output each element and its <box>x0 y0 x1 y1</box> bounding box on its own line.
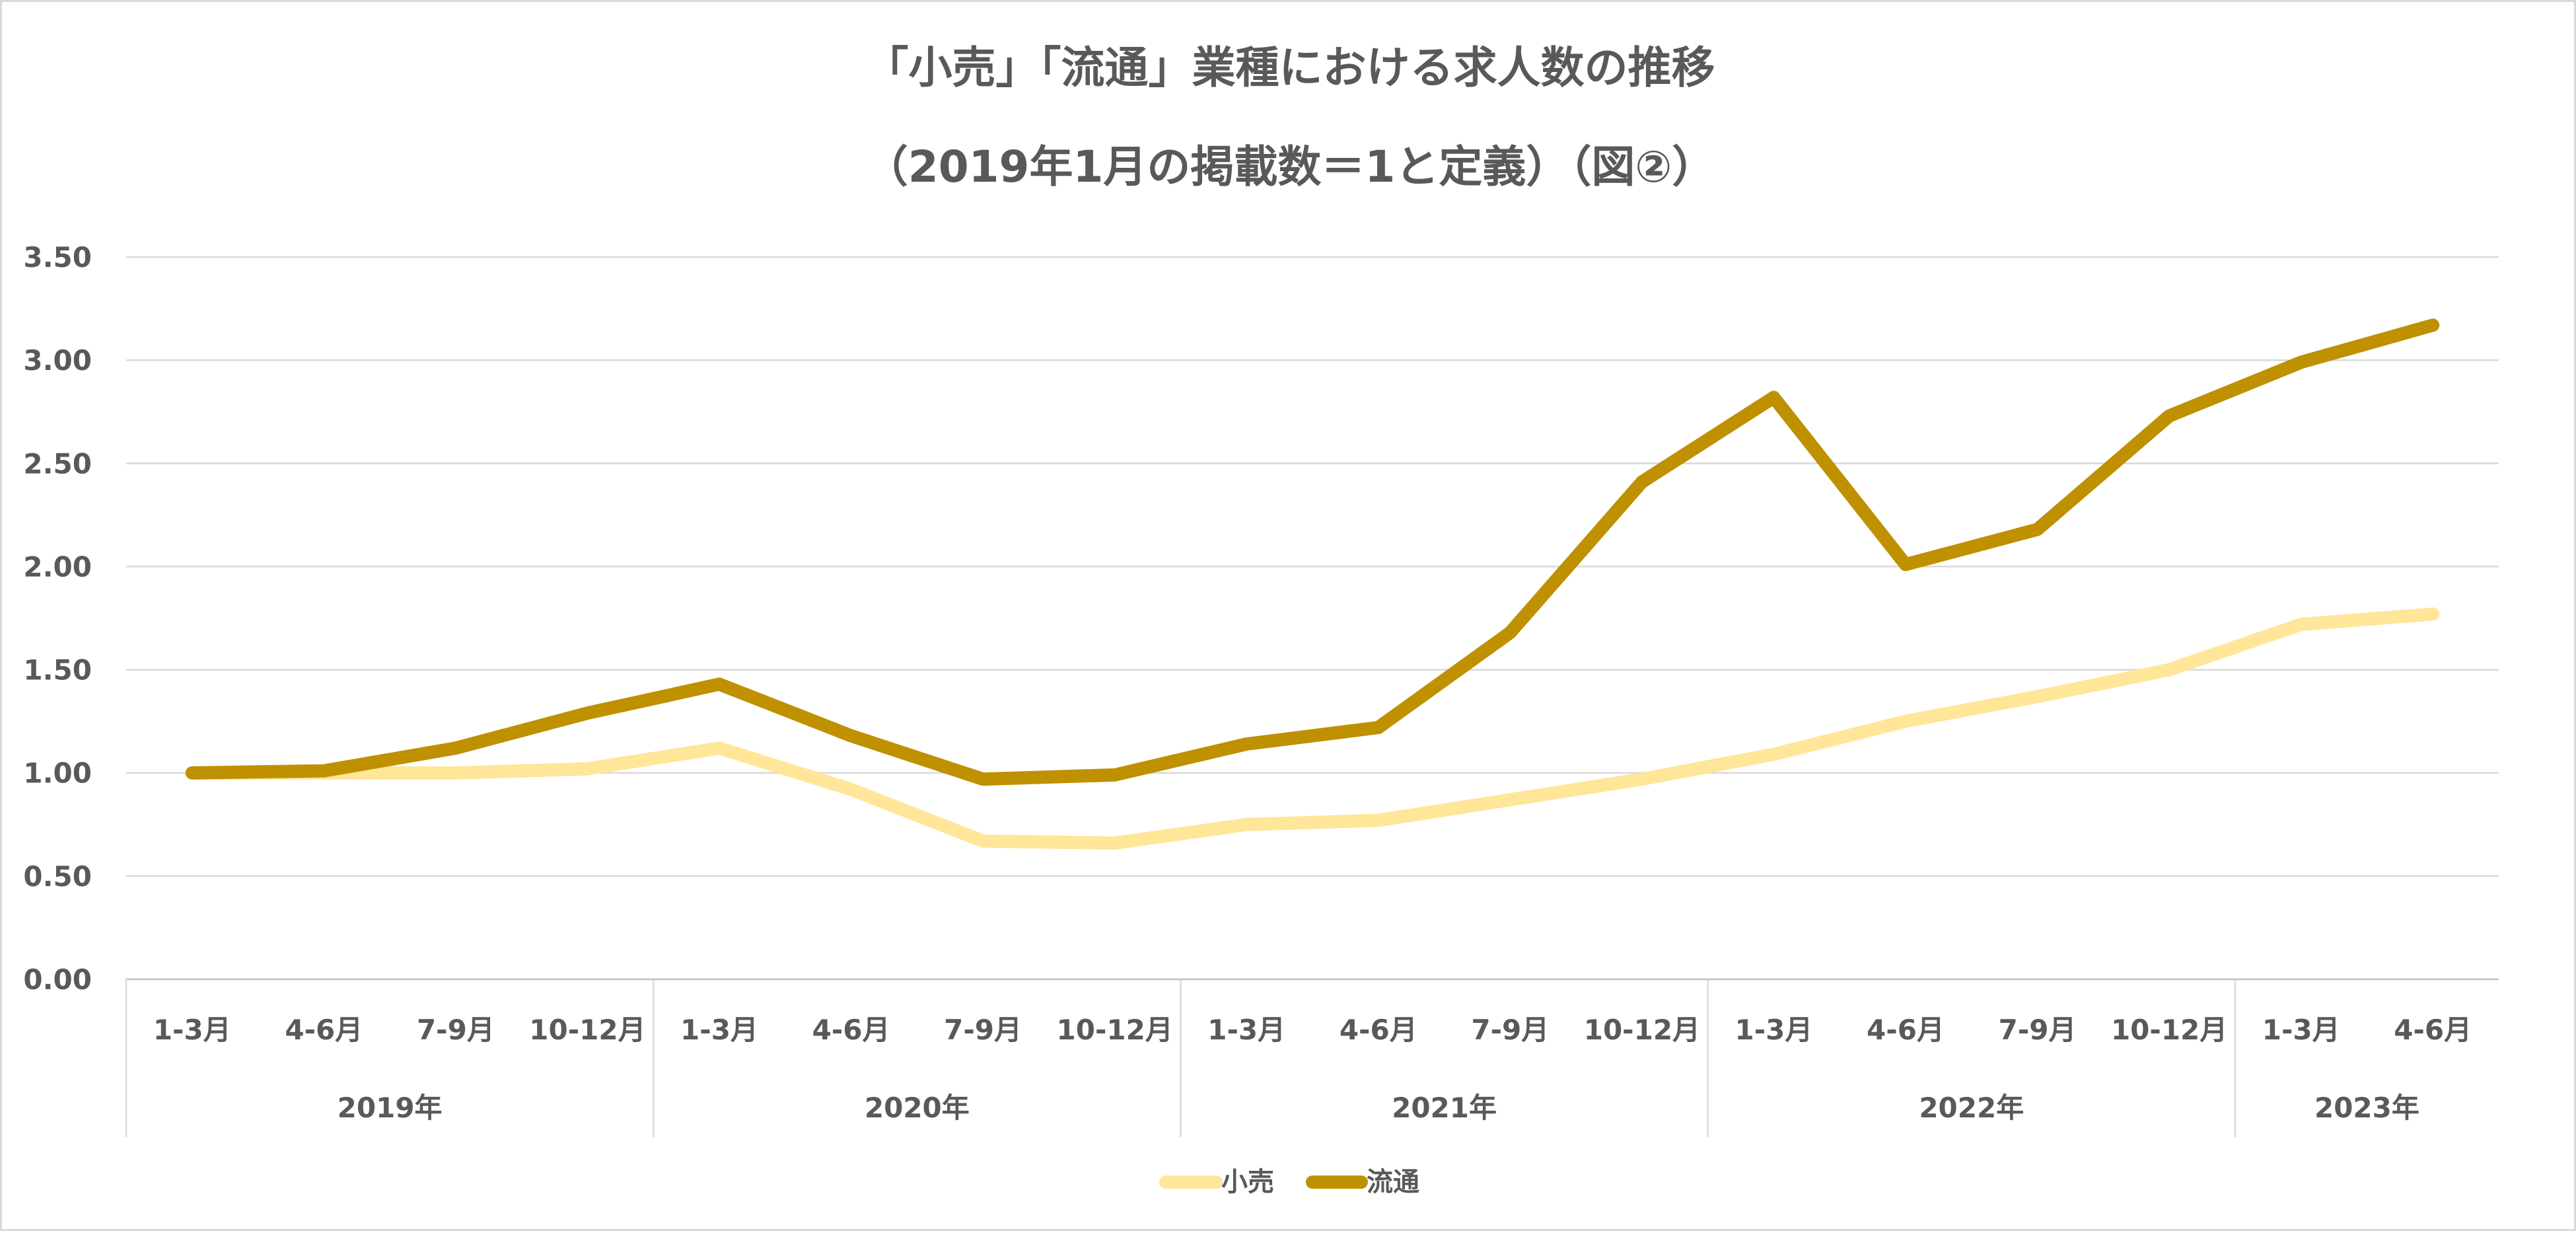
x-tick-label: 10-12月 <box>2111 1014 2227 1046</box>
x-tick-label: 10-12月 <box>1057 1014 1173 1046</box>
x-tick-label: 1-3月 <box>2262 1014 2340 1046</box>
y-tick-label: 3.00 <box>23 344 92 377</box>
x-axis: 1-3月 4-6月 7-9月 10-12月 1-3月 4-6月 7-9月 10-12月 1-3月… <box>125 979 2472 1137</box>
x-tick-label: 1-3月 <box>680 1014 758 1046</box>
x-tick-label: 4-6月 <box>2394 1014 2472 1046</box>
x-tick-label: 4-6月 <box>1867 1014 1945 1046</box>
series-line-retail <box>185 607 2440 850</box>
x-tick-label: 4-6月 <box>1340 1014 1417 1046</box>
x-tick-label: 7-9月 <box>417 1014 495 1046</box>
y-tick-label: 0.00 <box>23 963 92 996</box>
x-tick-label: 7-9月 <box>1999 1014 2077 1046</box>
gridlines <box>126 256 2499 981</box>
y-tick-label: 2.50 <box>23 447 92 480</box>
year-label: 2021年 <box>1392 1092 1497 1124</box>
x-tick-label: 10-12月 <box>1584 1014 1700 1046</box>
x-tick-label: 7-9月 <box>1471 1014 1549 1046</box>
x-tick-label: 4-6月 <box>812 1014 890 1046</box>
y-tick-label: 2.00 <box>23 550 92 583</box>
y-axis-ticks: 0.00 0.50 1.00 1.50 2.00 2.50 3.00 3.50 <box>23 241 92 996</box>
legend-label: 小売 <box>1221 1167 1274 1197</box>
y-tick-label: 1.00 <box>23 757 92 790</box>
x-tick-label: 10-12月 <box>529 1014 645 1046</box>
legend-label: 流通 <box>1367 1167 1419 1197</box>
series-line-distribution <box>185 318 2440 786</box>
x-tick-label: 1-3月 <box>153 1014 231 1046</box>
x-tick-label: 1-3月 <box>1207 1014 1285 1046</box>
year-label: 2022年 <box>1919 1092 2024 1124</box>
y-tick-label: 0.50 <box>23 860 92 893</box>
x-tick-label: 7-9月 <box>944 1014 1022 1046</box>
legend: 小売 流通 <box>1159 1167 1419 1197</box>
chart-title-line2: （2019年1月の掲載数＝1と定義）（図②） <box>865 141 1715 192</box>
x-tick-label: 4-6月 <box>285 1014 363 1046</box>
year-label: 2020年 <box>865 1092 970 1124</box>
year-label: 2019年 <box>338 1092 443 1124</box>
x-tick-label: 1-3月 <box>1735 1014 1812 1046</box>
y-tick-label: 1.50 <box>23 654 92 687</box>
year-label: 2023年 <box>2314 1092 2419 1124</box>
y-tick-label: 3.50 <box>23 241 92 274</box>
chart-title-line1: 「小売」「流通」業種における求人数の推移 <box>865 42 1715 93</box>
series-lines <box>185 318 2440 850</box>
